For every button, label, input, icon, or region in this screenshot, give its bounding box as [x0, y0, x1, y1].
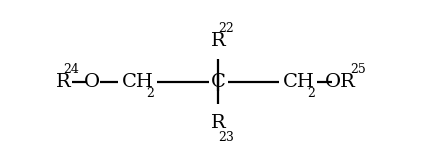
- Text: 24: 24: [63, 63, 79, 76]
- Text: O: O: [84, 73, 100, 91]
- Text: 22: 22: [219, 22, 234, 35]
- Text: CH: CH: [121, 73, 153, 91]
- Text: R: R: [211, 32, 226, 50]
- Text: 25: 25: [351, 63, 366, 76]
- Text: CH: CH: [283, 73, 315, 91]
- Text: R: R: [56, 73, 71, 91]
- Text: OR: OR: [325, 73, 356, 91]
- Text: 2: 2: [146, 87, 153, 99]
- Text: C: C: [211, 73, 226, 91]
- Text: R: R: [211, 114, 226, 132]
- Text: 2: 2: [308, 87, 315, 99]
- Text: 23: 23: [219, 131, 234, 145]
